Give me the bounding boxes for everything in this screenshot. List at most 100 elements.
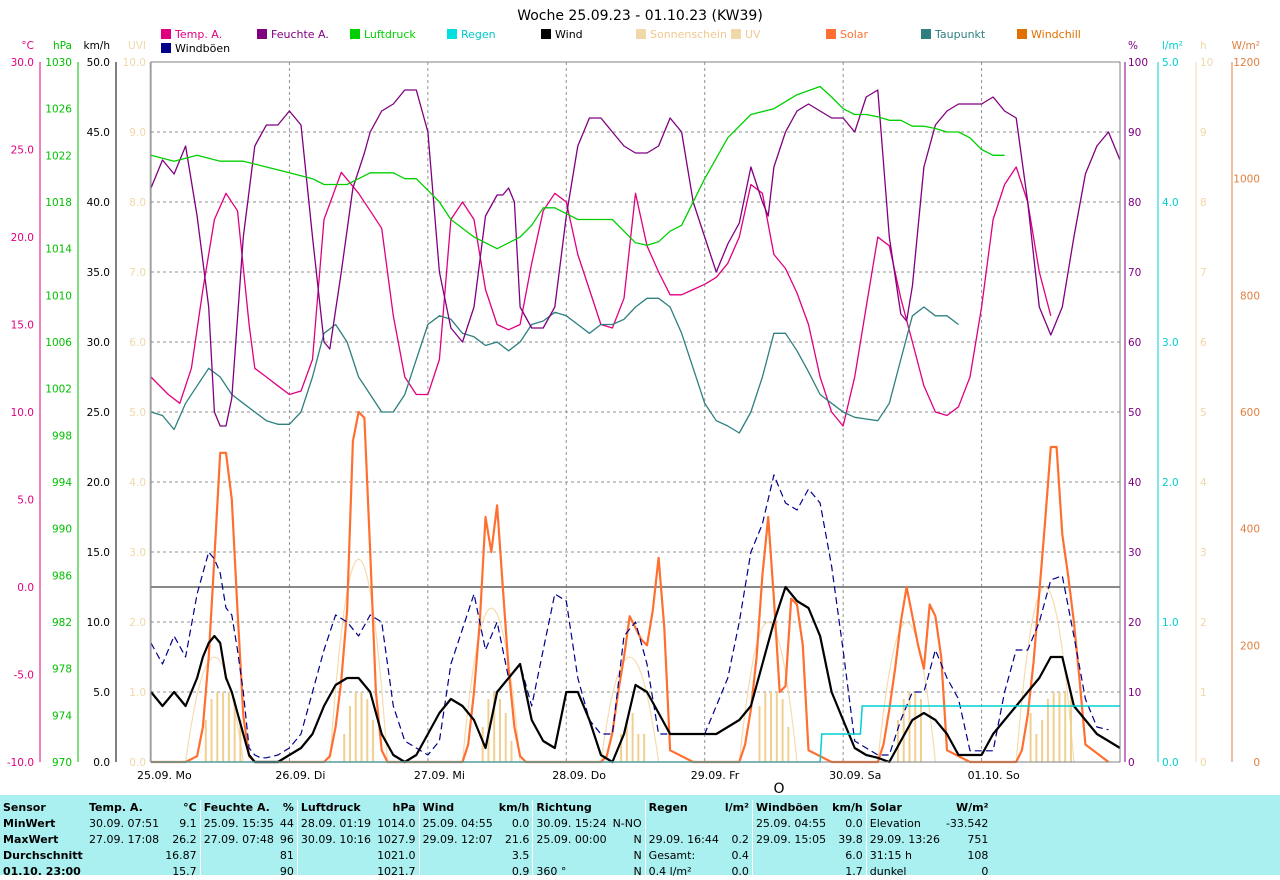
stats-cell: -33.542 (945, 817, 989, 830)
temp-axis-tick: 10.0 (11, 407, 34, 419)
temp-axis-tick: -5.0 (14, 670, 35, 682)
stats-cell: 360 ° (532, 864, 610, 880)
uv-axis-tick: 8.0 (129, 197, 146, 209)
legend-label: Windchill (1031, 28, 1081, 41)
stats-col-unit: °C (183, 801, 197, 814)
wind-axis-tick-unit: km/h (83, 40, 110, 52)
stats-cell: 0.4 l/m² (644, 864, 722, 880)
stats-cell: 108 (967, 849, 989, 862)
solar-axis-tick: 600 (1240, 407, 1260, 419)
humidity-axis-tick: 90 (1128, 127, 1141, 139)
pressure-axis-tick: 1002 (45, 384, 72, 396)
stats-current-label: 01.10. 23:00 (3, 865, 81, 878)
stats-cell: 0.2 (731, 833, 749, 846)
series-line-press (150, 85, 1005, 250)
stats-cell: 29.09. 15:05 (751, 832, 830, 848)
stats-cell (532, 848, 610, 864)
stats-cell: 15.7 (172, 865, 197, 878)
wind-axis-tick: 15.0 (87, 547, 110, 559)
wind-axis-tick: 0.0 (93, 757, 110, 769)
temp-axis-tick: 30.0 (11, 57, 34, 69)
solar-axis-tick: 400 (1240, 524, 1260, 536)
stats-cell (296, 864, 375, 880)
series-line-temp (150, 166, 1052, 427)
sunshine-axis-tick: 1 (1200, 687, 1207, 699)
uv-axis-tick: 3.0 (129, 547, 146, 559)
humidity-axis-tick: 10 (1128, 687, 1141, 699)
legend-swatch (541, 29, 551, 39)
pressure-axis-tick: 970 (52, 757, 72, 769)
legend-swatch (921, 29, 931, 39)
x-tick-label: 30.09. Sa (829, 769, 881, 782)
stats-col-unit: W/m² (955, 801, 989, 814)
stats-cell: 29.09. 12:07 (418, 832, 496, 848)
pressure-axis-tick: 1010 (45, 290, 72, 302)
sunshine-axis-tick: 3 (1200, 547, 1207, 559)
series-line-gust (150, 474, 1109, 759)
legend-label: Wind (555, 28, 583, 41)
stats-cell: 30.09. 15:24 (532, 816, 610, 832)
stats-max-label: MaxWert (3, 833, 59, 846)
uv-axis-tick: 9.0 (129, 127, 146, 139)
stats-cell: 39.8 (838, 833, 863, 846)
stats-cell: 25.09. 04:55 (751, 816, 830, 832)
stats-cell: 0.0 (731, 865, 749, 878)
legend-swatch (636, 29, 646, 39)
legend-swatch (447, 29, 457, 39)
stats-cell: 29.09. 13:26 (865, 832, 943, 848)
stats-cell: 25.09. 15:35 (199, 816, 277, 832)
x-tick-label: 01.10. So (968, 769, 1020, 782)
sunshine-axis-tick: 2 (1200, 617, 1207, 629)
legend-swatch (731, 29, 741, 39)
plot-frame (150, 61, 1121, 763)
stats-cell: 1021.7 (377, 865, 416, 878)
rain-axis-tick: 0.0 (1162, 757, 1179, 769)
wind-axis-tick: 20.0 (87, 477, 110, 489)
humidity-axis-tick: 80 (1128, 197, 1141, 209)
stats-cell: 0.0 (845, 817, 863, 830)
humidity-axis-tick: 30 (1128, 547, 1141, 559)
stats-cell (751, 848, 830, 864)
solar-axis-tick: 200 (1240, 640, 1260, 652)
stats-col-title: Luftdruck (296, 800, 375, 816)
stats-col-title: Richtung (532, 800, 610, 816)
wind-axis-tick: 35.0 (87, 267, 110, 279)
stats-table: Sensor Temp. A. °C Feuchte A.% Luftdruck h… (0, 800, 991, 880)
humidity-axis-tick: 60 (1128, 337, 1141, 349)
uv-axis-tick: 10.0 (123, 57, 146, 69)
sunshine-bars (185, 558, 1075, 763)
solar-axis-tick: 0 (1253, 757, 1260, 769)
stats-cell: 9.1 (179, 817, 197, 830)
pressure-axis-tick-unit: hPa (53, 40, 72, 52)
rain-axis-tick: 3.0 (1162, 337, 1179, 349)
stats-cell: N (633, 833, 642, 846)
stats-col-unit: l/m² (724, 801, 749, 814)
pressure-axis-tick: 974 (52, 710, 72, 722)
wind-axis-tick: 50.0 (87, 57, 110, 69)
stats-col-unit (610, 800, 646, 816)
legend-label: Temp. A. (174, 28, 222, 41)
stats-cell (86, 864, 162, 880)
pressure-axis-tick: 1022 (45, 150, 72, 162)
stats-col-unit: km/h (832, 801, 863, 814)
legend-label: Regen (461, 28, 496, 41)
pressure-axis-tick: 978 (52, 664, 72, 676)
stats-cell: 90 (279, 865, 294, 878)
wind-axis-tick: 30.0 (87, 337, 110, 349)
humidity-axis-tick: 100 (1128, 57, 1148, 69)
stats-avg-row: Durchschnitt 16.87 81 1021.0 3.5 N Gesam… (0, 848, 991, 864)
pressure-axis-tick: 1018 (45, 197, 72, 209)
humidity-axis-tick: 70 (1128, 267, 1141, 279)
temp-axis-tick: 5.0 (17, 495, 34, 507)
stats-sensor-label: Sensor (3, 801, 46, 814)
stats-min-label: MinWert (3, 817, 56, 830)
temp-axis-tick: -10.0 (7, 757, 34, 769)
stats-cell: N-NO (612, 817, 642, 830)
stats-col-unit: hPa (392, 801, 416, 814)
legend-label: Luftdruck (364, 28, 416, 41)
legend-swatch (161, 43, 171, 53)
stats-cell: 1021.0 (377, 849, 416, 862)
pressure-axis-tick: 1014 (45, 244, 72, 256)
stats-cell (644, 816, 722, 832)
stats-cell (418, 864, 496, 880)
